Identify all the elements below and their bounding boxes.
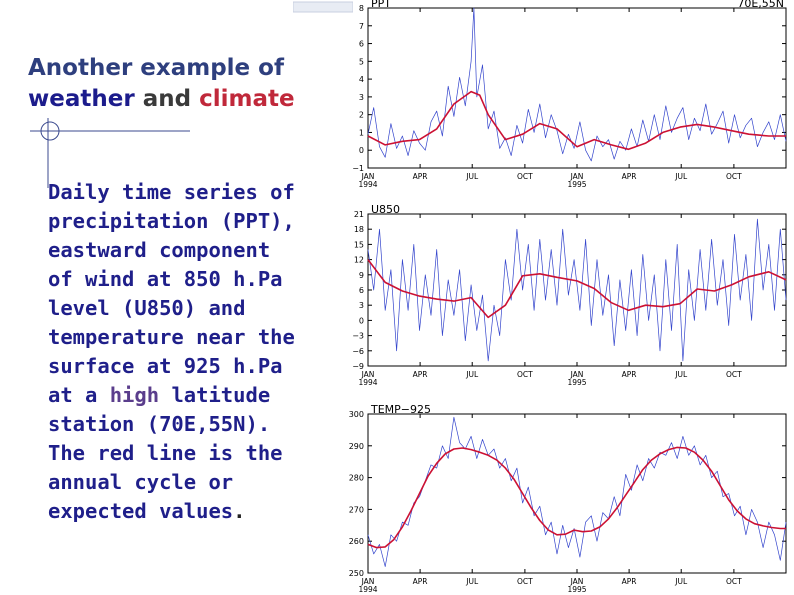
temp925-x-tick-label: APR xyxy=(413,577,428,586)
u850-x-tick-label: JAN xyxy=(570,370,584,379)
u850-x-tick-label: OCT xyxy=(517,370,533,379)
ppt-location-label: 70E,55N xyxy=(737,0,784,10)
ppt-plot-frame xyxy=(367,7,787,169)
body-text-high: high xyxy=(109,383,160,407)
u850-title: U850 xyxy=(371,203,400,216)
temp925-y-tick-label: 280 xyxy=(349,474,364,483)
title-underline-decoration xyxy=(30,118,190,188)
temp925-x-tick-label: JUL xyxy=(465,577,479,586)
u850-y-tick-label: −3 xyxy=(352,332,364,341)
temp925-x-tick-label: APR xyxy=(622,577,637,586)
u850-daily-series-line xyxy=(367,218,787,362)
title-word-climate: climate xyxy=(199,86,295,112)
temp925-plot-frame xyxy=(367,413,787,574)
temp925-daily-series-line xyxy=(367,416,787,567)
ppt-x-tick-label: 1995 xyxy=(567,180,586,189)
u850-x-tick-label: 1995 xyxy=(567,378,586,387)
temp925-x-tick-label: OCT xyxy=(517,577,533,586)
ppt-x-tick-label: APR xyxy=(622,172,637,181)
body-text-period: . xyxy=(233,499,246,523)
title-line-2: weather and climate xyxy=(28,84,348,115)
body-text-part3: latitude station (70E,55N). The red line… xyxy=(48,383,283,523)
u850-x-tick-label: JAN xyxy=(361,370,375,379)
u850-y-tick-label: 15 xyxy=(354,240,364,249)
u850-y-tick-label: 6 xyxy=(359,286,364,295)
corner-decoration xyxy=(293,1,353,13)
temp925-x-tick-label: 1995 xyxy=(567,585,586,594)
ppt-x-tick-label: 1994 xyxy=(358,180,377,189)
title-word-and: and xyxy=(142,86,192,112)
temp925-x-tick-label: 1994 xyxy=(358,585,377,594)
ppt-y-tick-label: −1 xyxy=(352,164,364,173)
ppt-x-tick-label: OCT xyxy=(726,172,742,181)
u850-x-tick-label: JUL xyxy=(674,370,688,379)
temp925-y-tick-label: 300 xyxy=(349,410,364,419)
ppt-y-tick-label: 4 xyxy=(359,75,364,84)
temp925-x-tick-label: JUL xyxy=(674,577,688,586)
ppt-y-tick-label: 3 xyxy=(359,93,364,102)
temp925-y-tick-label: 270 xyxy=(349,505,364,514)
temp925-annual-cycle-line xyxy=(367,446,786,549)
u850-x-tick-label: APR xyxy=(413,370,428,379)
ppt-x-tick-label: JAN xyxy=(570,172,584,181)
ppt-x-tick-label: JAN xyxy=(361,172,375,181)
slide-title: Another example of weather and climate xyxy=(28,53,348,115)
ppt-y-tick-label: 2 xyxy=(359,111,364,120)
temp925-x-tick-label: JAN xyxy=(361,577,375,586)
ppt-y-tick-label: 7 xyxy=(359,22,364,31)
ppt-x-tick-label: OCT xyxy=(517,172,533,181)
u850-annual-cycle-line xyxy=(367,259,787,319)
title-text-intro: Another example of xyxy=(28,55,284,81)
ppt-y-tick-label: 8 xyxy=(359,4,364,13)
u850-y-tick-label: 0 xyxy=(359,316,364,325)
ppt-x-tick-label: JUL xyxy=(465,172,479,181)
temp925-x-tick-label: JAN xyxy=(570,577,584,586)
ppt-annual-cycle-line xyxy=(367,90,786,151)
temp925-y-tick-label: 260 xyxy=(349,537,364,546)
u850-y-tick-label: 12 xyxy=(354,256,364,265)
ppt-daily-series-line xyxy=(367,7,787,162)
ppt-y-tick-label: 1 xyxy=(359,128,364,137)
u850-y-tick-label: 3 xyxy=(359,301,364,310)
temp925-title: TEMP−925 xyxy=(370,403,431,416)
u850-y-tick-label: 21 xyxy=(354,210,364,219)
slide-body-text: Daily time series of precipitation (PPT)… xyxy=(48,178,303,526)
ppt-y-tick-label: 0 xyxy=(359,146,364,155)
u850-y-tick-label: −9 xyxy=(352,362,364,371)
temp925-x-tick-label: OCT xyxy=(726,577,742,586)
ppt-x-tick-label: APR xyxy=(413,172,428,181)
title-line-1: Another example of xyxy=(28,53,348,84)
ppt-title: PPT xyxy=(371,0,391,10)
temp925-y-tick-label: 250 xyxy=(349,569,364,578)
u850-y-tick-label: 18 xyxy=(354,225,364,234)
ppt-y-tick-label: 5 xyxy=(359,57,364,66)
u850-x-tick-label: APR xyxy=(622,370,637,379)
u850-y-tick-label: 9 xyxy=(359,271,364,280)
ppt-y-tick-label: 6 xyxy=(359,40,364,49)
u850-y-tick-label: −6 xyxy=(352,347,364,356)
u850-x-tick-label: JUL xyxy=(465,370,479,379)
body-text-part1: Daily time series of precipitation (PPT)… xyxy=(48,180,295,407)
u850-x-tick-label: 1994 xyxy=(358,378,377,387)
title-word-weather: weather xyxy=(28,86,135,112)
temp925-y-tick-label: 290 xyxy=(349,442,364,451)
u850-x-tick-label: OCT xyxy=(726,370,742,379)
u850-plot-frame xyxy=(367,213,787,367)
ppt-x-tick-label: JUL xyxy=(674,172,688,181)
